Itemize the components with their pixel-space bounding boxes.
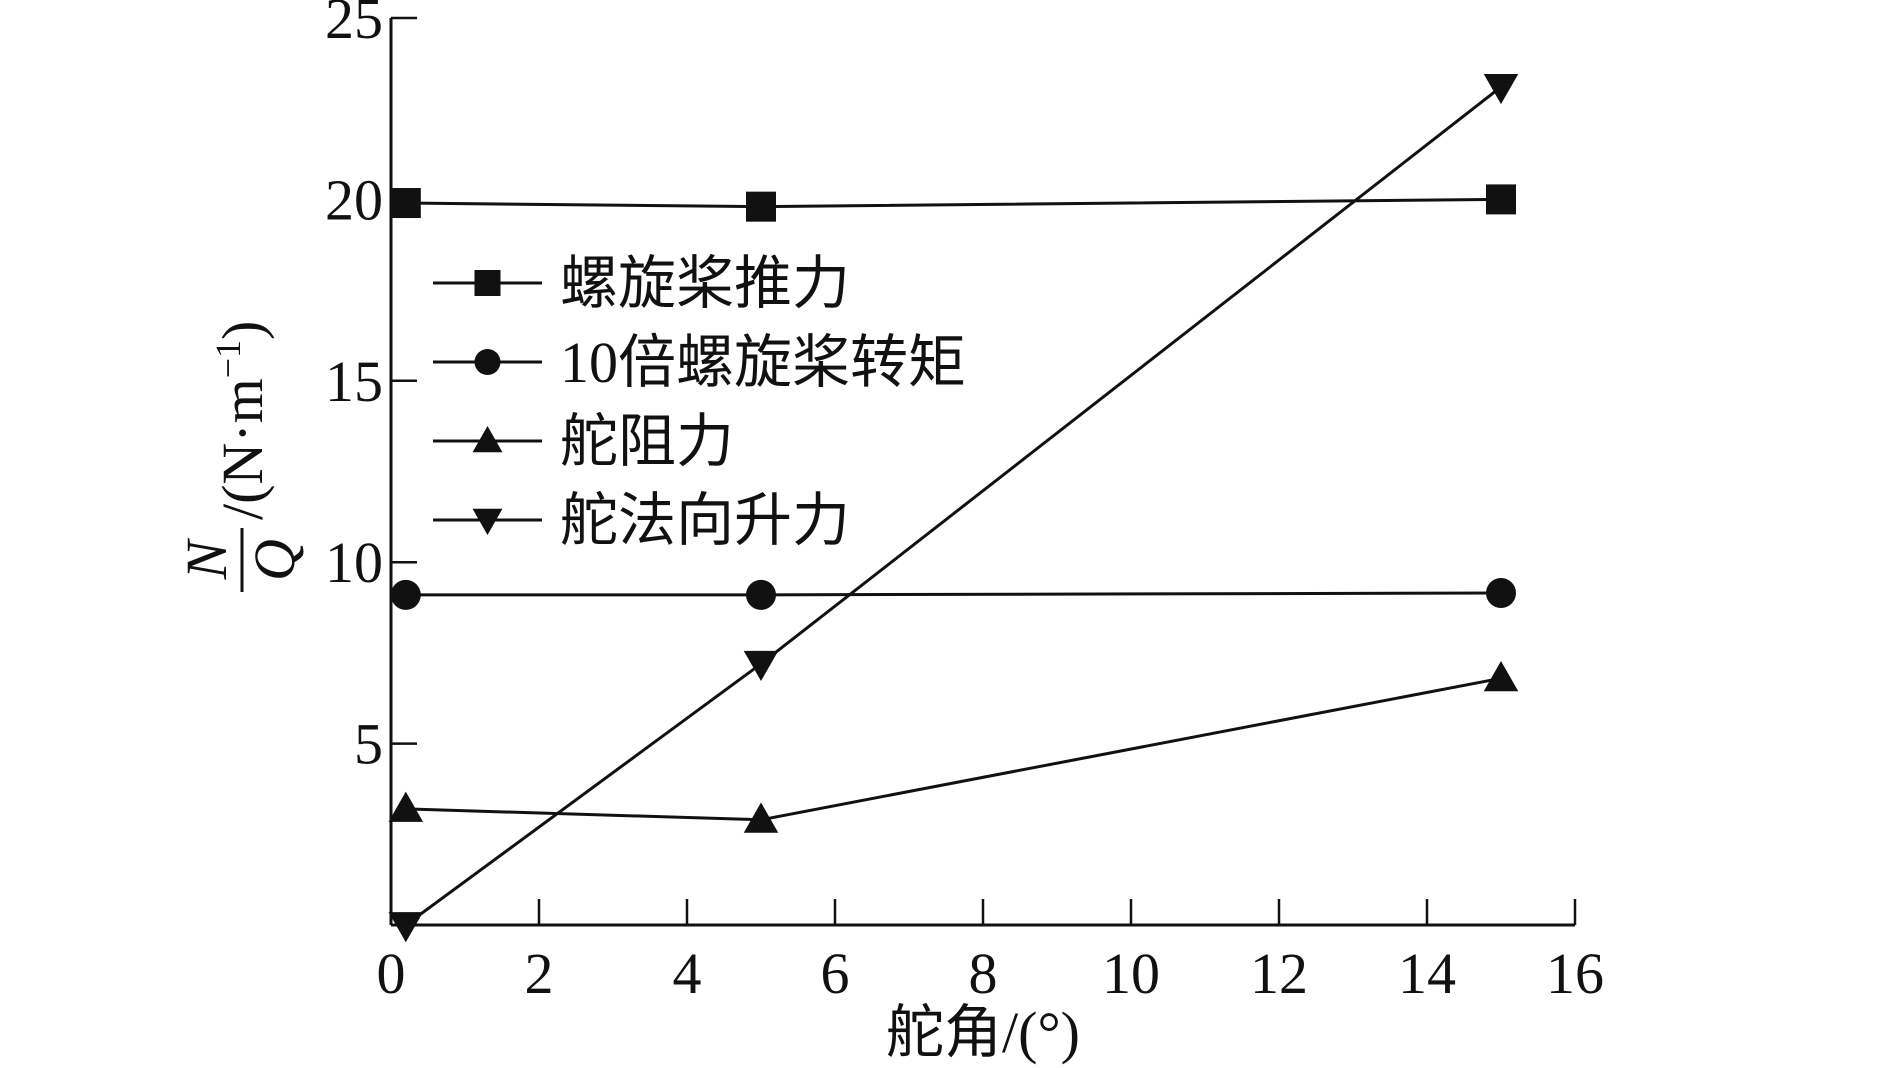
series-group [388, 73, 1519, 943]
series-3-point-0 [388, 912, 424, 943]
series-2-line [405, 676, 1502, 822]
series-0-line [405, 197, 1502, 209]
legend-marker-0 [474, 270, 501, 296]
y-label-unit-prefix: /(N·m [210, 378, 275, 520]
legend-label-1: 10倍螺旋桨转矩 [560, 330, 966, 395]
x-tick-label-7: 14 [1398, 941, 1456, 1006]
y-label-unit-suffix: ) [210, 321, 275, 340]
x-tick-label-5: 10 [1102, 941, 1160, 1006]
y-label-denominator: Q [242, 539, 307, 581]
series-2-point-0 [388, 791, 424, 822]
series-0-point-2 [1486, 184, 1516, 215]
x-tick-label-4: 8 [969, 941, 998, 1006]
x-tick-label-6: 12 [1250, 941, 1308, 1006]
y-tick-label-0: 5 [354, 712, 383, 777]
series-0 [390, 184, 1516, 222]
series-2 [388, 661, 1519, 833]
legend-marker-2 [472, 426, 503, 453]
y-tick-label-2: 15 [325, 349, 383, 414]
series-1-point-1 [746, 579, 776, 610]
series-3-point-1 [743, 650, 779, 682]
y-tick-label-1: 10 [325, 530, 383, 595]
x-tick-label-3: 6 [821, 941, 850, 1006]
series-3-point-2 [1483, 73, 1519, 105]
x-tick-label-8: 16 [1546, 941, 1604, 1006]
series-1 [390, 578, 1516, 610]
x-tick-label-0: 0 [377, 941, 406, 1006]
legend-item-0: 螺旋桨推力 [433, 251, 850, 316]
legend-label-2: 舵阻力 [560, 409, 734, 474]
legend-item-2: 舵阻力 [433, 409, 734, 474]
legend-item-3: 舵法向升力 [433, 488, 850, 553]
series-0-point-0 [390, 188, 421, 219]
series-1-point-0 [390, 579, 421, 610]
legend-label-3: 舵法向升力 [560, 488, 850, 553]
y-tick-label-3: 20 [325, 167, 383, 232]
legend-marker-1 [474, 349, 501, 375]
ticks: 0 2 4 6 8 10 12 14 16 5 10 15 20 25 [325, 0, 1604, 1006]
x-axis-label: 舵角/(°) [886, 1000, 1080, 1065]
y-label-unit-sup: −1 [208, 340, 248, 378]
legend-marker-3 [472, 508, 503, 535]
series-2-point-2 [1483, 661, 1519, 692]
x-tick-label-1: 2 [525, 941, 554, 1006]
x-tick-label-2: 4 [673, 941, 702, 1006]
series-1-line [405, 591, 1502, 597]
series-3 [388, 73, 1519, 943]
legend-item-1: 10倍螺旋桨转矩 [433, 330, 966, 395]
legend-label-0: 螺旋桨推力 [560, 251, 850, 316]
y-tick-label-4: 25 [325, 0, 383, 51]
series-1-point-2 [1486, 578, 1516, 609]
series-2-point-1 [743, 802, 779, 833]
y-label-unit: /(N·m−1) [208, 321, 275, 520]
series-0-point-1 [746, 191, 776, 222]
y-axis-label: N Q /(N·m−1) [174, 321, 307, 592]
y-label-numerator: N [174, 537, 239, 580]
